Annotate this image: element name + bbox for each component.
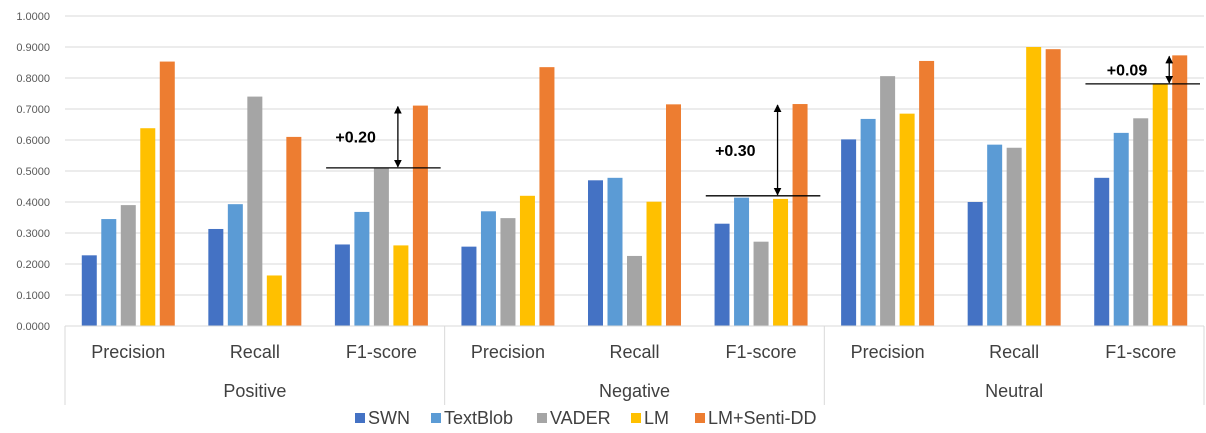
x-tick-label: Precision <box>471 342 545 362</box>
bar-textblob <box>480 211 496 326</box>
annotation-label: +0.30 <box>715 143 756 160</box>
bar-swn <box>967 202 983 326</box>
bar-lm-senti-dd <box>286 136 302 326</box>
x-tick-label: F1-score <box>726 342 797 362</box>
x-tick-label: Recall <box>609 342 659 362</box>
x-tick-label: Recall <box>230 342 280 362</box>
x-group-label: Neutral <box>985 381 1043 401</box>
y-tick-label: 0.1000 <box>16 290 50 302</box>
y-tick-label: 0.9000 <box>16 42 50 54</box>
bar-vader <box>627 255 642 326</box>
x-group-label: Negative <box>599 381 670 401</box>
bar-swn <box>208 228 224 326</box>
bar-vader <box>880 76 896 326</box>
bar-lm-senti-dd <box>1172 55 1188 327</box>
bar-lm <box>393 245 409 326</box>
bar-textblob <box>987 144 1003 326</box>
x-tick-label: F1-score <box>346 342 417 362</box>
bar-textblob <box>734 197 750 326</box>
legend-label-lm: LM <box>644 408 669 428</box>
legend-label-vader: VADER <box>550 408 611 428</box>
legend: SWN TextBlob VADER LM LM+Senti-DD <box>355 408 817 428</box>
bar-vader <box>373 167 389 326</box>
bar-swn <box>81 255 97 326</box>
bar-lm <box>773 198 789 326</box>
y-axis-ticks: 0.0000 0.1000 0.2000 0.3000 0.4000 0.5000 0.60… <box>16 11 50 333</box>
bar-swn <box>714 223 730 326</box>
x-tick-label: Precision <box>851 342 925 362</box>
bar-textblob <box>354 211 370 326</box>
y-tick-label: 0.2000 <box>16 259 50 271</box>
bar-lm-senti-dd <box>159 61 175 326</box>
y-tick-label: 0.7000 <box>16 104 50 116</box>
bar-vader <box>1133 118 1149 326</box>
y-tick-label: 0.4000 <box>16 197 50 209</box>
bar-textblob <box>1113 132 1129 326</box>
bar-lm-senti-dd <box>412 105 428 326</box>
bar-lm-senti-dd <box>919 60 935 326</box>
bar-lm <box>899 113 915 327</box>
x-tick-label: Precision <box>91 342 165 362</box>
bar-lm-senti-dd <box>666 104 681 326</box>
x-group-label: Positive <box>223 381 286 401</box>
bar-vader <box>753 241 769 326</box>
bar-lm <box>1152 83 1168 326</box>
y-tick-label: 0.3000 <box>16 228 50 240</box>
x-tick-label: Recall <box>989 342 1039 362</box>
y-tick-label: 0.6000 <box>16 135 50 147</box>
bar-textblob <box>607 177 623 326</box>
bar-lm-senti-dd <box>1045 49 1061 327</box>
bar-textblob <box>227 204 243 326</box>
legend-swatch-vader <box>537 413 547 423</box>
bar-swn <box>588 180 603 326</box>
bar-swn <box>1094 177 1110 326</box>
annotation-label: +0.09 <box>1107 63 1148 80</box>
legend-label-swn: SWN <box>368 408 410 428</box>
bars <box>81 47 1188 327</box>
bar-lm-senti-dd <box>539 67 555 327</box>
bar-lm-senti-dd <box>792 104 808 326</box>
bar-textblob <box>101 219 117 326</box>
y-tick-label: 1.0000 <box>16 11 50 23</box>
bar-vader <box>247 96 263 326</box>
legend-label-lm-senti-dd: LM+Senti-DD <box>708 408 817 428</box>
y-tick-label: 0.5000 <box>16 166 50 178</box>
bar-lm <box>519 195 535 326</box>
legend-swatch-lm-senti-dd <box>695 413 705 423</box>
legend-label-textblob: TextBlob <box>444 408 513 428</box>
bar-textblob <box>860 118 876 326</box>
bar-lm <box>646 201 662 326</box>
legend-swatch-lm <box>631 413 641 423</box>
bar-lm <box>140 128 156 326</box>
x-axis: Precision Recall F1-score Precision Recall F1… <box>64 325 1205 405</box>
x-tick-label: F1-score <box>1105 342 1176 362</box>
bar-lm <box>266 275 282 326</box>
annotations: +0.20 +0.30 +0.09 <box>326 55 1200 197</box>
bar-vader <box>1006 147 1022 326</box>
annotation-label: +0.20 <box>335 130 376 147</box>
y-tick-label: 0.8000 <box>16 73 50 85</box>
bar-swn <box>334 244 350 326</box>
y-tick-label: 0.0000 <box>16 321 50 333</box>
bar-vader <box>500 218 516 326</box>
legend-swatch-swn <box>355 413 365 423</box>
legend-swatch-textblob <box>431 413 441 423</box>
bar-swn <box>461 246 477 326</box>
bar-vader <box>120 205 136 326</box>
bar-swn <box>841 139 857 326</box>
bar-lm <box>1026 47 1042 326</box>
